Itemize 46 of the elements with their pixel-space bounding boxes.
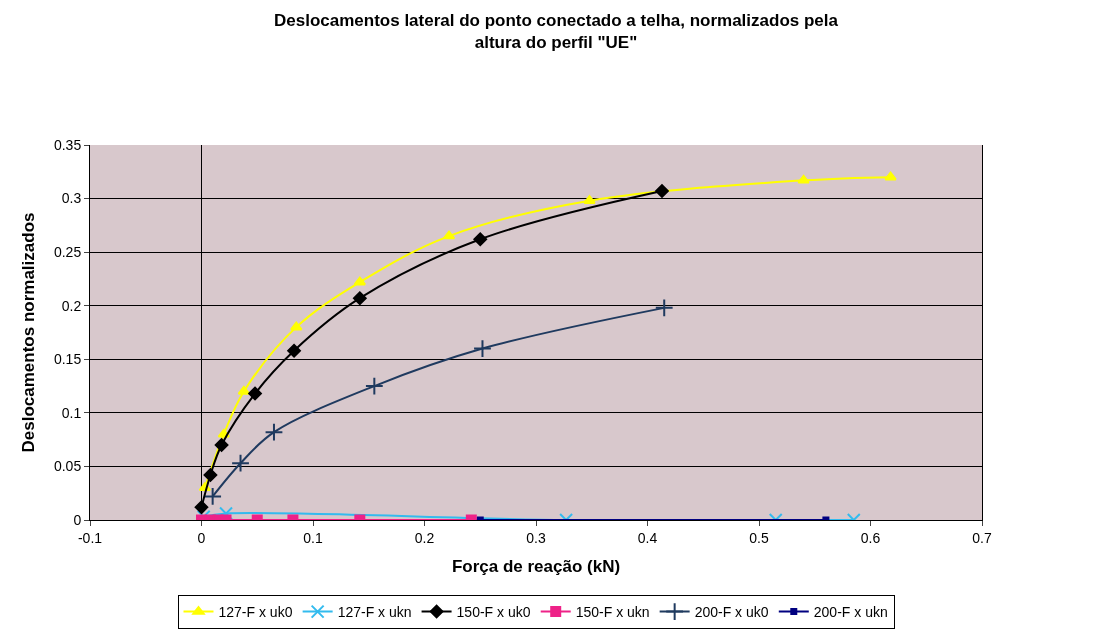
point <box>473 339 492 358</box>
legend-label: 150-F x uk0 <box>456 604 531 621</box>
y-axis-title: Deslocamentos normalizados <box>18 212 38 453</box>
x-tick-label: 0 <box>197 529 206 546</box>
point <box>353 276 367 286</box>
point <box>655 184 669 198</box>
legend-label: 127-F x ukn <box>337 604 412 621</box>
x-tick-label: 0.2 <box>414 529 435 546</box>
y-tick-label: 0.2 <box>61 297 82 314</box>
point <box>203 487 223 506</box>
point <box>194 500 209 514</box>
point <box>264 422 284 442</box>
y-tick-label: 0.15 <box>53 351 82 368</box>
point <box>797 174 810 184</box>
point <box>237 385 251 395</box>
legend-label: 150-F x ukn <box>575 604 650 621</box>
x-tick-label: 0.7 <box>972 529 992 546</box>
y-tick-label: 0.3 <box>61 190 82 207</box>
y-tick-label: 0.25 <box>53 244 82 261</box>
legend-label: 200-F x uk0 <box>694 604 769 621</box>
point <box>442 230 456 240</box>
point <box>231 453 250 473</box>
y-tick-label: 0 <box>73 511 82 528</box>
x-axis-title: Força de reação (kN) <box>451 557 621 577</box>
point <box>473 232 488 247</box>
point <box>352 291 367 306</box>
y-tick-label: 0.1 <box>61 404 82 421</box>
point <box>654 298 674 318</box>
x-tick-label: -0.1 <box>77 529 103 546</box>
point <box>248 386 262 401</box>
point <box>214 438 229 452</box>
y-tick-label: 0.35 <box>53 136 82 153</box>
chart-title: Deslocamentos lateral do ponto conectado a telha, normalizados pela altura do perfil "UE" <box>274 10 839 52</box>
point <box>287 343 301 358</box>
x-tick-label: 0.6 <box>860 529 881 546</box>
x-tick-label: 0.1 <box>303 529 323 546</box>
legend-label: 127-F x uk0 <box>218 604 293 621</box>
point <box>290 321 303 331</box>
x-tick-label: 0.4 <box>637 529 658 546</box>
legend-label: 200-F x ukn <box>813 604 888 621</box>
x-tick-label: 0.3 <box>526 529 546 546</box>
y-tick-label: 0.05 <box>53 458 82 475</box>
x-tick-label: 0.5 <box>749 529 769 546</box>
point <box>364 376 384 396</box>
point <box>884 171 897 181</box>
point <box>203 468 218 482</box>
